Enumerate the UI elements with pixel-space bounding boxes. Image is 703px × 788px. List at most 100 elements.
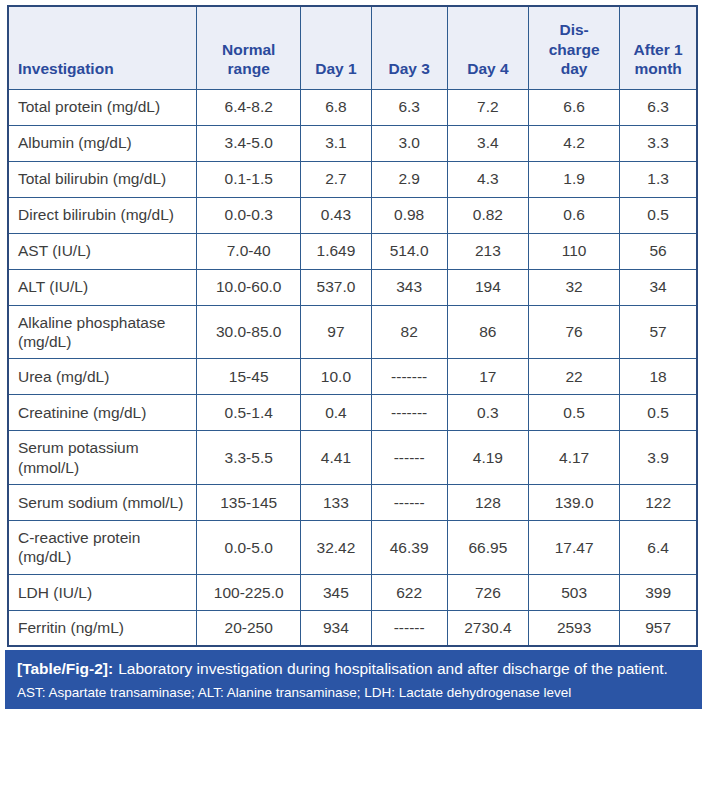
table-cell: 76 — [529, 305, 620, 359]
table-cell: 20-250 — [197, 610, 301, 646]
row-label: Serum potassium (mmol/L) — [8, 431, 197, 485]
row-label: Total bilirubin (mg/dL) — [8, 161, 197, 197]
row-label: Urea (mg/dL) — [8, 359, 197, 395]
table-cell: 110 — [529, 233, 620, 269]
table-row: C-reactive protein (mg/dL) 0.0-5.0 32.42… — [8, 521, 697, 575]
table-cell: 4.2 — [529, 125, 620, 161]
table-cell: 4.17 — [529, 431, 620, 485]
table-row: Serum potassium (mmol/L) 3.3-5.5 4.41 --… — [8, 431, 697, 485]
column-header-day1: Day 1 — [301, 6, 371, 89]
row-label: LDH (IU/L) — [8, 574, 197, 610]
table-row: Total protein (mg/dL) 6.4-8.2 6.8 6.3 7.… — [8, 89, 697, 125]
table-cell: 100-225.0 — [197, 574, 301, 610]
table-cell: 18 — [620, 359, 697, 395]
table-cell: 57 — [620, 305, 697, 359]
table-cell: 4.3 — [447, 161, 528, 197]
table-row: Total bilirubin (mg/dL) 0.1-1.5 2.7 2.9 … — [8, 161, 697, 197]
table-cell: 2593 — [529, 610, 620, 646]
table-cell: 503 — [529, 574, 620, 610]
table-cell: 0.1-1.5 — [197, 161, 301, 197]
caption-text: Laboratory investigation during hospital… — [118, 660, 668, 677]
table-cell: 514.0 — [371, 233, 447, 269]
table-cell: 0.6 — [529, 197, 620, 233]
row-label: Total protein (mg/dL) — [8, 89, 197, 125]
table-cell: 1.649 — [301, 233, 371, 269]
table-row: Urea (mg/dL) 15-45 10.0 ------- 17 22 18 — [8, 359, 697, 395]
figure-caption: [Table/Fig-2]: Laboratory investigation d… — [17, 659, 690, 679]
table-cell: 22 — [529, 359, 620, 395]
table-cell: 0.43 — [301, 197, 371, 233]
table-cell: 139.0 — [529, 485, 620, 521]
table-cell: 7.2 — [447, 89, 528, 125]
table-cell: 934 — [301, 610, 371, 646]
table-row: Serum sodium (mmol/L) 135-145 133 ------… — [8, 485, 697, 521]
table-cell: 345 — [301, 574, 371, 610]
row-label: C-reactive protein (mg/dL) — [8, 521, 197, 575]
table-cell: 0.0-5.0 — [197, 521, 301, 575]
table-cell: 537.0 — [301, 269, 371, 305]
figure-tag: [Table/Fig-2]: — [17, 660, 113, 677]
table-cell: ------ — [371, 485, 447, 521]
table-cell: 0.3 — [447, 395, 528, 431]
table-row: ALT (IU/L) 10.0-60.0 537.0 343 194 32 34 — [8, 269, 697, 305]
table-row: Albumin (mg/dL) 3.4-5.0 3.1 3.0 3.4 4.2 … — [8, 125, 697, 161]
table-cell: 213 — [447, 233, 528, 269]
table-row: LDH (IU/L) 100-225.0 345 622 726 503 399 — [8, 574, 697, 610]
table-cell: 957 — [620, 610, 697, 646]
abbreviations-text: AST: Aspartate transaminase; ALT: Alanin… — [17, 684, 690, 702]
table-cell: 3.1 — [301, 125, 371, 161]
table-cell: ------ — [371, 610, 447, 646]
row-label: Serum sodium (mmol/L) — [8, 485, 197, 521]
table-cell: 3.3 — [620, 125, 697, 161]
table-row: Alkaline phosphatase (mg/dL) 30.0-85.0 9… — [8, 305, 697, 359]
table-cell: 66.95 — [447, 521, 528, 575]
row-label: Direct bilirubin (mg/dL) — [8, 197, 197, 233]
table-cell: 15-45 — [197, 359, 301, 395]
table-cell: 0.5 — [620, 197, 697, 233]
table-cell: 0.5 — [529, 395, 620, 431]
table-row: Creatinine (mg/dL) 0.5-1.4 0.4 ------- 0… — [8, 395, 697, 431]
table-cell: ------- — [371, 359, 447, 395]
table-cell: 34 — [620, 269, 697, 305]
table-cell: 56 — [620, 233, 697, 269]
table-cell: 82 — [371, 305, 447, 359]
table-cell: 3.9 — [620, 431, 697, 485]
header-row: Investigation Normal range Day 1 Day 3 D… — [8, 6, 697, 89]
row-label: AST (IU/L) — [8, 233, 197, 269]
table-body: Total protein (mg/dL) 6.4-8.2 6.8 6.3 7.… — [8, 89, 697, 646]
table-cell: 3.0 — [371, 125, 447, 161]
table-cell: 343 — [371, 269, 447, 305]
lab-results-table: Investigation Normal range Day 1 Day 3 D… — [7, 5, 698, 647]
table-row: AST (IU/L) 7.0-40 1.649 514.0 213 110 56 — [8, 233, 697, 269]
table-cell: 6.3 — [371, 89, 447, 125]
table-cell: 133 — [301, 485, 371, 521]
table-cell: 194 — [447, 269, 528, 305]
table-cell: 17.47 — [529, 521, 620, 575]
row-label: Alkaline phosphatase (mg/dL) — [8, 305, 197, 359]
table-cell: 2.9 — [371, 161, 447, 197]
table-cell: 10.0 — [301, 359, 371, 395]
table-cell: 622 — [371, 574, 447, 610]
table-cell: 0.82 — [447, 197, 528, 233]
column-header-after-1-month: After 1 month — [620, 6, 697, 89]
table-cell: ------ — [371, 431, 447, 485]
table-cell: 97 — [301, 305, 371, 359]
table-cell: 32.42 — [301, 521, 371, 575]
table-cell: 122 — [620, 485, 697, 521]
table-cell: 726 — [447, 574, 528, 610]
column-header-normal-range: Normal range — [197, 6, 301, 89]
table-row: Direct bilirubin (mg/dL) 0.0-0.3 0.43 0.… — [8, 197, 697, 233]
table-cell: 32 — [529, 269, 620, 305]
table-cell: 10.0-60.0 — [197, 269, 301, 305]
table-cell: 0.5 — [620, 395, 697, 431]
table-cell: 30.0-85.0 — [197, 305, 301, 359]
table-cell: 0.5-1.4 — [197, 395, 301, 431]
column-header-day3: Day 3 — [371, 6, 447, 89]
table-cell: 6.4 — [620, 521, 697, 575]
table-cell: 86 — [447, 305, 528, 359]
table-cell: 0.0-0.3 — [197, 197, 301, 233]
table-cell: 4.19 — [447, 431, 528, 485]
table-cell: 6.4-8.2 — [197, 89, 301, 125]
row-label: Ferritin (ng/mL) — [8, 610, 197, 646]
row-label: Albumin (mg/dL) — [8, 125, 197, 161]
